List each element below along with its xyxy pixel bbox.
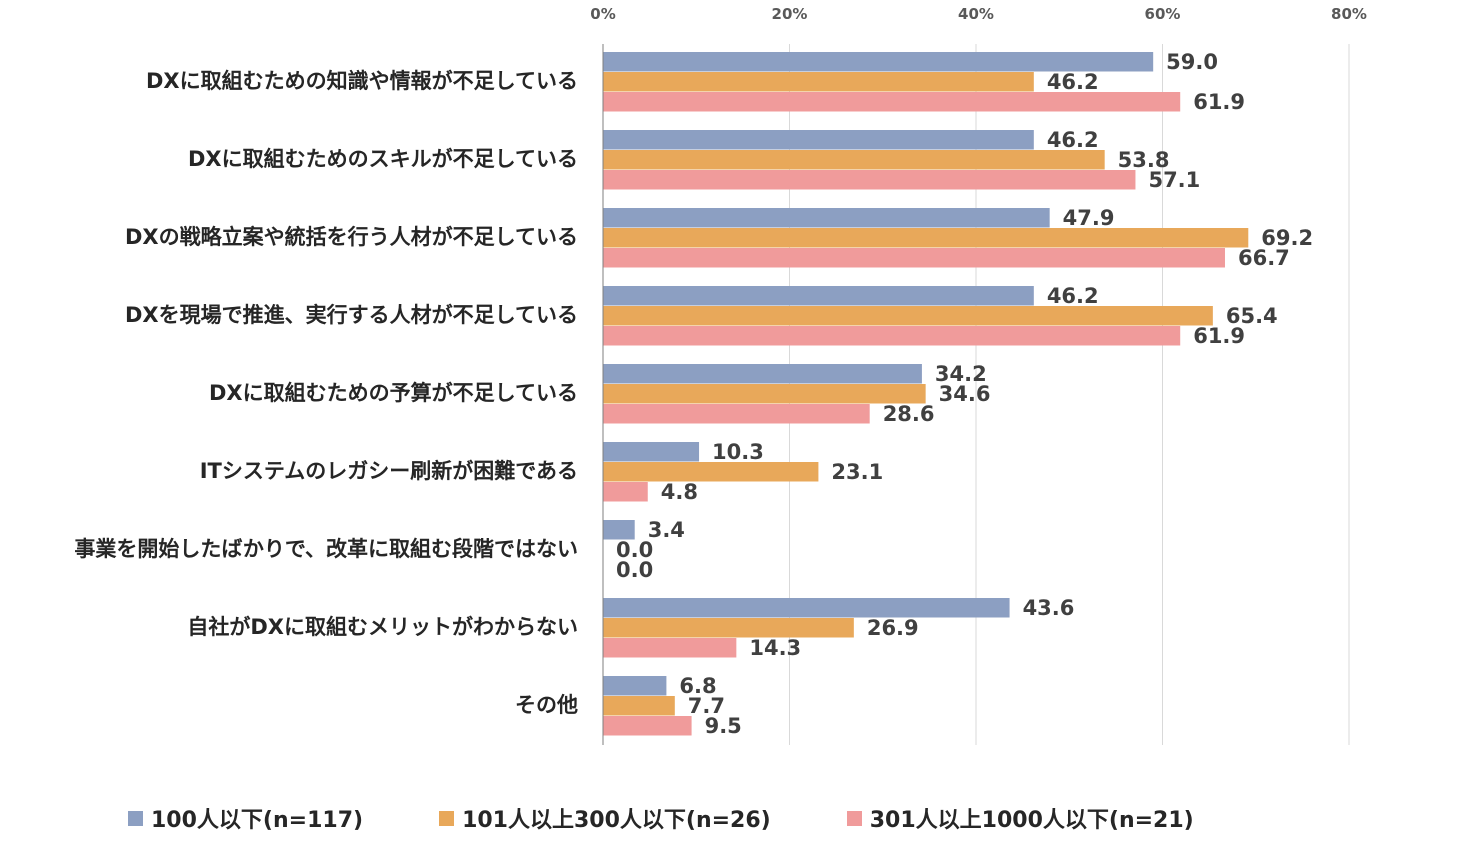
bar-series-2 — [603, 150, 1105, 170]
category-label: 自社がDXに取組むメリットがわからない — [187, 615, 578, 639]
legend: 100人以下(n=117) 101人以上300人以下(n=26) 301人以上1… — [128, 803, 1194, 833]
x-tick-label: 20% — [772, 5, 808, 23]
bar-series-1 — [603, 676, 667, 696]
data-label: 47.9 — [1063, 206, 1115, 230]
legend-swatch — [128, 810, 143, 826]
x-tick-label: 0% — [590, 5, 615, 23]
bar-series-1 — [603, 130, 1034, 150]
bar-series-2 — [603, 72, 1034, 92]
data-label: 23.1 — [831, 460, 883, 484]
bar-series-3 — [603, 404, 870, 424]
bar-series-1 — [603, 208, 1050, 228]
bar-series-2 — [603, 462, 819, 482]
bar-series-2 — [603, 384, 926, 404]
data-label: 61.9 — [1193, 90, 1245, 114]
data-label: 59.0 — [1166, 50, 1218, 74]
data-label: 43.6 — [1023, 596, 1075, 620]
data-label: 4.8 — [661, 480, 698, 504]
data-label: 0.0 — [616, 538, 653, 562]
data-label: 34.6 — [939, 382, 991, 406]
category-label: DXに取組むためのスキルが不足している — [188, 147, 578, 171]
data-label: 3.4 — [648, 518, 685, 542]
bar-series-3 — [603, 248, 1225, 268]
bar-series-1 — [603, 520, 635, 540]
category-label: DXに取組むための知識や情報が不足している — [146, 69, 578, 93]
category-label: 事業を開始したばかりで、改革に取組む段階ではない — [74, 537, 578, 561]
data-label: 7.7 — [688, 694, 725, 718]
data-label: 6.8 — [679, 674, 716, 698]
legend-label: 101人以上300人以下(n=26) — [462, 808, 771, 833]
data-label: 46.2 — [1047, 284, 1099, 308]
category-label: DXを現場で推進、実行する人材が不足している — [125, 303, 578, 327]
data-label: 66.7 — [1238, 246, 1290, 270]
category-label: その他 — [515, 693, 578, 717]
data-label: 57.1 — [1148, 168, 1200, 192]
category-label: DXの戦略立案や統括を行う人材が不足している — [125, 225, 578, 249]
data-label: 46.2 — [1047, 128, 1099, 152]
category-label: ITシステムのレガシー刷新が困難である — [200, 459, 578, 483]
bar-series-3 — [603, 170, 1136, 190]
legend-label: 301人以上1000人以下(n=21) — [869, 808, 1194, 833]
bars — [603, 52, 1249, 736]
data-label: 65.4 — [1226, 304, 1278, 328]
x-tick-label: 40% — [958, 5, 994, 23]
data-label: 0.0 — [616, 558, 653, 582]
data-label: 69.2 — [1261, 226, 1313, 250]
data-label: 34.2 — [935, 362, 987, 386]
chart-area: 0% 20% 40% 60% 80% 59.0 46.2 61.9 46.2 53.857.1 4… — [74, 5, 1367, 745]
x-tick-label: 60% — [1145, 5, 1181, 23]
bar-series-3 — [603, 482, 648, 502]
data-label: 46.2 — [1047, 70, 1099, 94]
data-label: 53.8 — [1118, 148, 1170, 172]
bar-series-2 — [603, 696, 675, 716]
bar-series-1 — [603, 598, 1010, 618]
data-label: 10.3 — [712, 440, 764, 464]
bar-series-3 — [603, 92, 1181, 112]
bar-series-1 — [603, 442, 700, 462]
category-label: DXに取組むための予算が不足している — [209, 381, 578, 405]
bar-series-3 — [603, 326, 1181, 346]
data-labels: 59.0 46.2 61.9 46.2 53.857.1 47.9 69.266.7 46.2… — [616, 50, 1313, 738]
data-label: 28.6 — [883, 402, 935, 426]
data-label: 26.9 — [867, 616, 919, 640]
legend-swatch — [846, 810, 862, 826]
legend-swatch — [439, 810, 455, 826]
data-label: 14.3 — [749, 636, 801, 660]
bar-series-2 — [603, 618, 854, 638]
bar-series-2 — [603, 228, 1249, 248]
category-labels: DXに取組むための知識や情報が不足している DXに取組むためのスキルが不足している… — [74, 69, 578, 717]
legend-label: 100人以下(n=117) — [151, 808, 364, 833]
legend-item-series-2: 101人以上300人以下(n=26) — [439, 802, 771, 834]
data-label: 9.5 — [705, 714, 742, 738]
data-label: 61.9 — [1193, 324, 1245, 348]
legend-item-series-1: 100人以下(n=117) — [128, 802, 363, 834]
bar-series-3 — [603, 716, 692, 736]
bar-series-2 — [603, 306, 1213, 326]
bar-series-1 — [603, 286, 1034, 306]
x-axis-ticks: 0% 20% 40% 60% 80% — [590, 5, 1367, 23]
x-tick-label: 80% — [1331, 5, 1367, 23]
bar-series-3 — [603, 638, 737, 658]
bar-series-1 — [603, 52, 1154, 72]
bar-series-1 — [603, 364, 922, 384]
legend-item-series-3: 301人以上1000人以下(n=21) — [846, 802, 1194, 834]
